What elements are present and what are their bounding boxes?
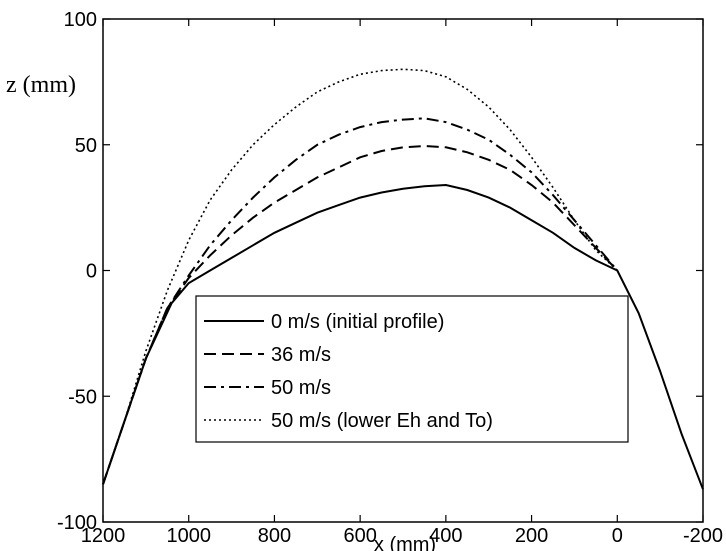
x-tick-label: 1200: [81, 525, 126, 547]
y-tick-label: -50: [68, 386, 97, 408]
legend-label: 50 m/s: [271, 377, 331, 399]
y-tick-label: 0: [86, 261, 97, 283]
x-tick-label: 200: [515, 525, 548, 547]
series-line-dash-dot: [102, 117, 619, 485]
legend: 0 m/s (initial profile) 36 m/s 50 m/s 50 m/…: [195, 295, 629, 443]
y-tick-label: -100: [57, 512, 97, 534]
legend-label: 50 m/s (lower Eh and To): [271, 410, 493, 432]
series-line-dashed: [102, 144, 619, 485]
x-tick-label: 0: [612, 525, 623, 547]
series-line-solid: [102, 183, 704, 490]
x-tick-label: 1000: [166, 525, 211, 547]
legend-label: 0 m/s (initial profile): [271, 311, 444, 333]
plot-area: [102, 18, 704, 523]
x-tick-label: -200: [683, 525, 723, 547]
tick-layer: 1200 1000 800 600 400 200 0 -200 100 50 0 -50 -100: [57, 9, 723, 547]
y-tick-label: 50: [75, 135, 97, 157]
x-axis-label: x (mm): [374, 534, 436, 551]
y-axis-label: z (mm): [6, 72, 76, 98]
x-tick-label: 600: [343, 525, 376, 547]
legend-box: [195, 295, 629, 443]
x-tick-label: 800: [258, 525, 291, 547]
y-tick-label: 100: [64, 9, 97, 31]
legend-label: 36 m/s: [271, 344, 331, 366]
x-tick-label: 400: [429, 525, 462, 547]
